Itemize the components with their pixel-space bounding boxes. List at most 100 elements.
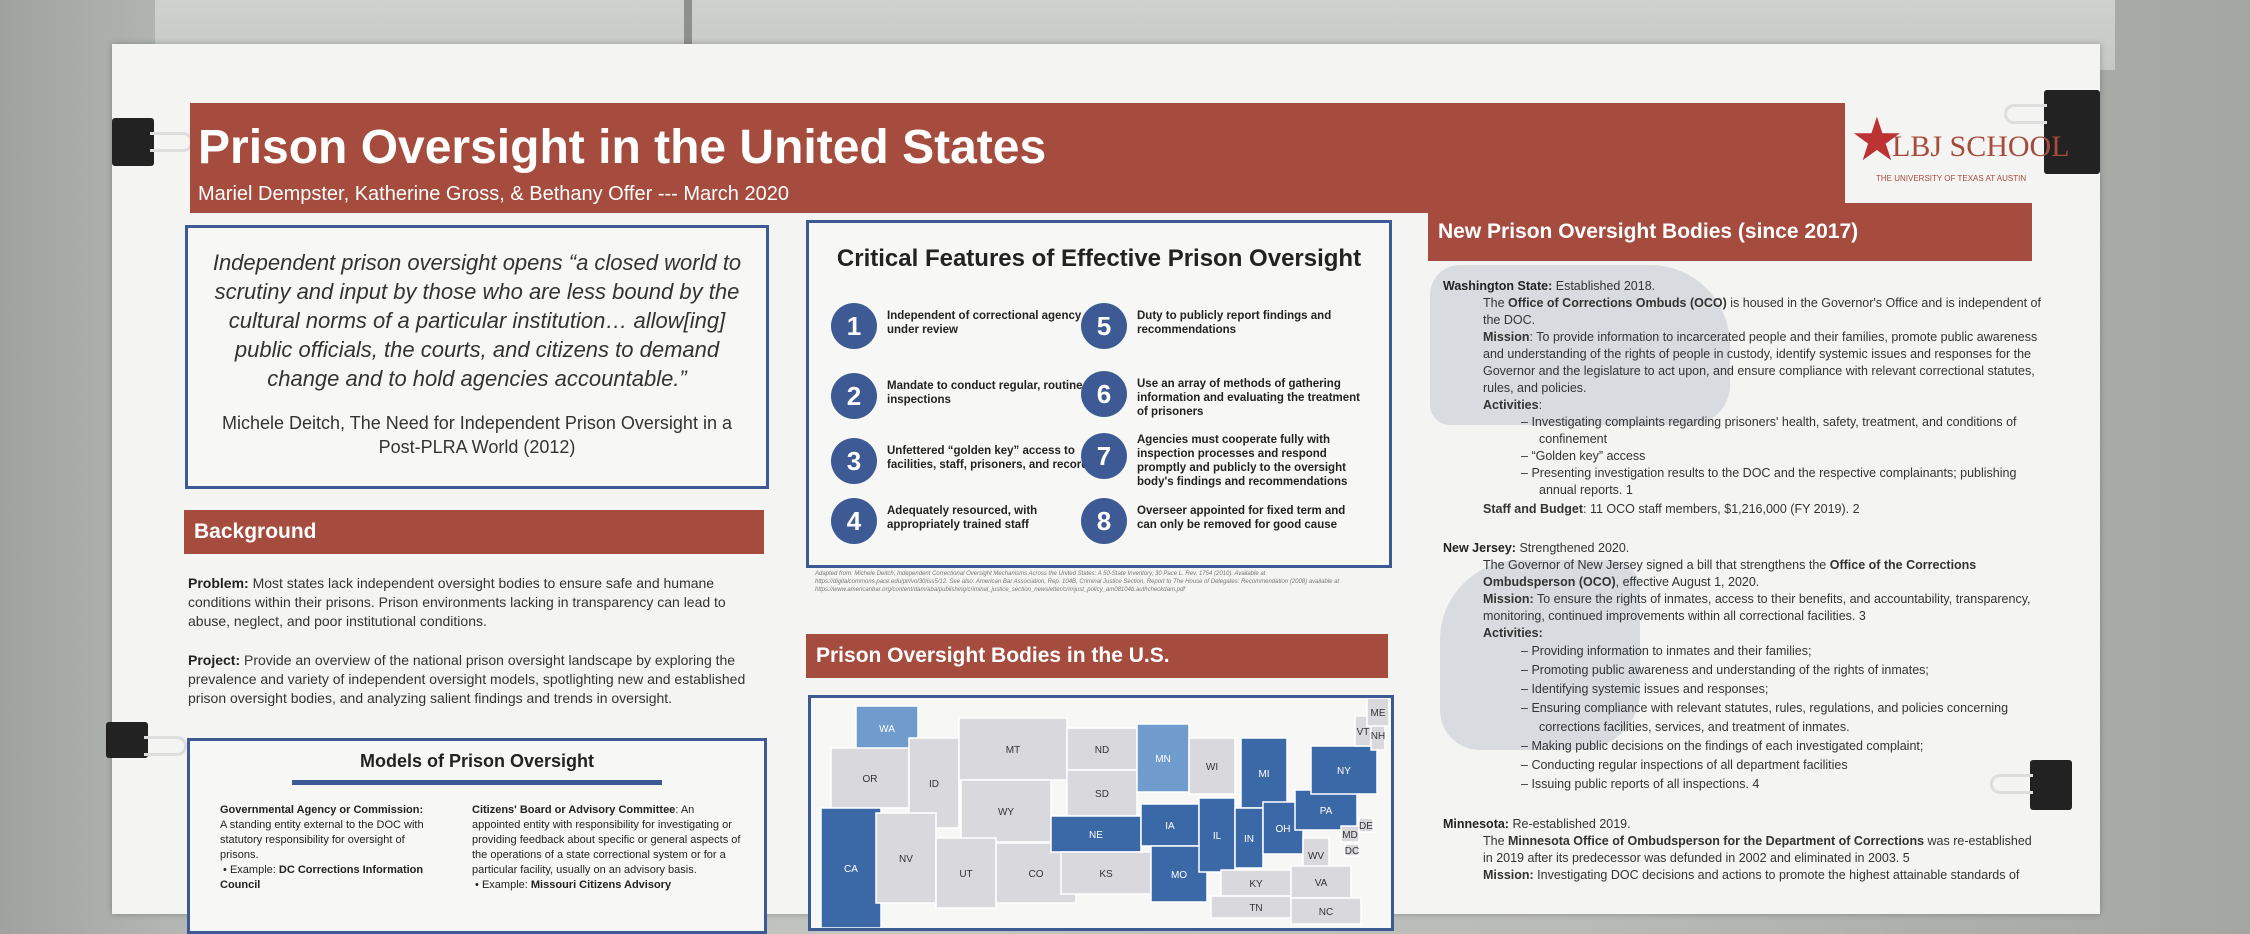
nj-state-label: New Jersey: [1443, 541, 1516, 555]
state-ut: UT [935, 837, 997, 909]
state-label: OR [863, 774, 878, 785]
feature-text: Duty to publicly report findings and rec… [1137, 310, 1332, 336]
state-shape [1344, 843, 1360, 857]
state-label: MN [1155, 754, 1171, 765]
state-de: DE [1358, 817, 1374, 833]
models-title: Models of Prison Oversight [359, 751, 595, 771]
state-ny: NY [1310, 745, 1378, 795]
state-shape [1294, 789, 1358, 831]
state-wi: WI [1188, 737, 1236, 795]
feature-item-6: 6 Use an array of methods of gathering i… [1081, 371, 1371, 423]
mn-mission-text: Investigating DOC decisions and actions … [1533, 868, 2020, 882]
mn-intro-pre: The [1483, 834, 1509, 848]
wa-mission-text: : To provide information to incarcerated… [1483, 330, 2038, 395]
feature-number-badge: 4 [831, 498, 877, 544]
list-item: Issuing public reports of all inspection… [1531, 775, 2043, 794]
state-ky: KY [1220, 869, 1292, 897]
us-map-box: WA OR CA ID NV MT WY UT CO ND SD NE KS MN IA MO WI IL MI IN… [808, 695, 1394, 931]
state-label: OH [1276, 824, 1291, 835]
state-label: NC [1319, 907, 1333, 918]
logo-wordmark: LBJ SCHOOL [1892, 130, 2070, 163]
wa-staff-label: Staff and Budget [1483, 502, 1583, 516]
wa-entry: Washington State: Established 2018. The … [1443, 278, 2043, 518]
state-shape [1358, 817, 1374, 833]
state-nd: ND [1066, 727, 1138, 771]
state-shape [1136, 723, 1190, 793]
state-label: DE [1359, 821, 1373, 832]
state-label: TN [1249, 903, 1262, 914]
citizens-example-label: Example: [481, 879, 528, 891]
state-shape [1150, 845, 1208, 903]
state-sd: SD [1066, 769, 1138, 817]
wa-state-note: Established 2018. [1555, 279, 1656, 293]
state-label: NH [1371, 731, 1385, 742]
nj-mission-label: Mission: [1483, 592, 1534, 606]
state-label: ID [929, 779, 939, 790]
government-heading: Governmental Agency or Commission: [220, 804, 424, 816]
nj-intro-pre: The Governor of New Jersey signed a bill… [1483, 558, 1830, 572]
state-label: ME [1371, 708, 1386, 719]
models-col-government: Governmental Agency or Commission: A sta… [220, 804, 424, 891]
feature-item-4: 4 Adequately resourced, with appropriate… [831, 498, 1091, 550]
state-il: IL [1198, 797, 1236, 873]
nj-mission: Mission: To ensure the rights of inmates… [1483, 591, 2043, 625]
background-heading: Background [184, 510, 764, 554]
state-label: NV [899, 854, 913, 865]
feature-item-3: 3 Unfettered “golden key” access to faci… [831, 438, 1095, 490]
list-item: Providing information to inmates and the… [1531, 642, 2043, 661]
binder-clip-mid-left [106, 722, 187, 758]
nj-intro-post: , effective August 1, 2020. [1615, 575, 1760, 589]
state-label: ND [1095, 745, 1109, 756]
nj-activities-label: Activities: [1483, 625, 2043, 642]
state-label: DC [1345, 846, 1359, 857]
features-title: Critical Features of Effective Prison Ov… [836, 245, 1362, 272]
list-item: Investigating complaints regarding priso… [1531, 414, 2043, 448]
feature-item-7: 7 Agencies must cooperate fully with ins… [1081, 433, 1371, 488]
mn-intro: The Minnesota Office of Ombudsperson for… [1483, 833, 2043, 867]
state-label: MO [1171, 870, 1187, 881]
features-footnote: Adapted from: Michele Deitch, Independen… [815, 571, 1340, 593]
critical-features-box: Critical Features of Effective Prison Ov… [806, 220, 1392, 568]
wa-staff: Staff and Budget: 11 OCO staff members, … [1483, 501, 2043, 518]
mn-state-note: Re-established 2019. [1512, 817, 1631, 831]
state-shape [1066, 727, 1138, 771]
state-shape [935, 837, 997, 909]
citizens-example: Missouri Citizens Advisory [530, 879, 672, 891]
state-label: MT [1006, 745, 1020, 756]
star-logo-icon: ★ [1850, 106, 1904, 173]
new-bodies-heading: New Prison Oversight Bodies (since 2017) [1428, 203, 2032, 261]
citizens-heading: Citizens' Board or Advisory Committee [472, 804, 676, 816]
state-mt: MT [958, 717, 1068, 781]
state-mn: MN [1136, 723, 1190, 793]
state-tn: TN [1210, 895, 1302, 919]
state-label: PA [1320, 806, 1333, 817]
state-label: UT [959, 869, 972, 880]
feature-number-badge: 8 [1081, 498, 1127, 544]
nj-mission-text: To ensure the rights of inmates, access … [1483, 592, 2031, 623]
quote-box: Independent prison oversight opens “a cl… [185, 225, 769, 489]
nj-activities-heading: Activities: [1483, 626, 1543, 640]
title-banner [190, 103, 1845, 213]
wa-intro: The Office of Corrections Ombuds (OCO) i… [1483, 295, 2043, 329]
state-shape [1050, 815, 1142, 853]
state-label: KY [1249, 879, 1263, 890]
state-label: MD [1342, 830, 1358, 841]
state-in: IN [1234, 807, 1264, 869]
feature-number-badge: 2 [831, 373, 877, 419]
state-label: SD [1095, 789, 1109, 800]
feature-text: Unfettered “golden key” access to facili… [887, 445, 1095, 471]
poster-authors: Mariel Dempster, Katherine Gross, & Beth… [198, 183, 789, 205]
feature-number-badge: 5 [1081, 303, 1127, 349]
feature-number-badge: 7 [1081, 433, 1127, 479]
list-item: “Golden key” access [1531, 448, 2043, 465]
state-ca: CA [820, 807, 882, 928]
wa-mission: Mission: To provide information to incar… [1483, 329, 2043, 397]
wa-intro-post: is housed in the Governor's Office and i… [1483, 296, 2041, 327]
state-label: WY [998, 807, 1014, 818]
feature-item-5: 5 Duty to publicly report findings and r… [1081, 303, 1371, 355]
project-text: Provide an overview of the national pris… [188, 652, 746, 706]
state-label: CO [1029, 869, 1044, 880]
state-label: IL [1213, 831, 1222, 842]
state-shape [1140, 803, 1200, 847]
state-shape [1340, 825, 1360, 843]
